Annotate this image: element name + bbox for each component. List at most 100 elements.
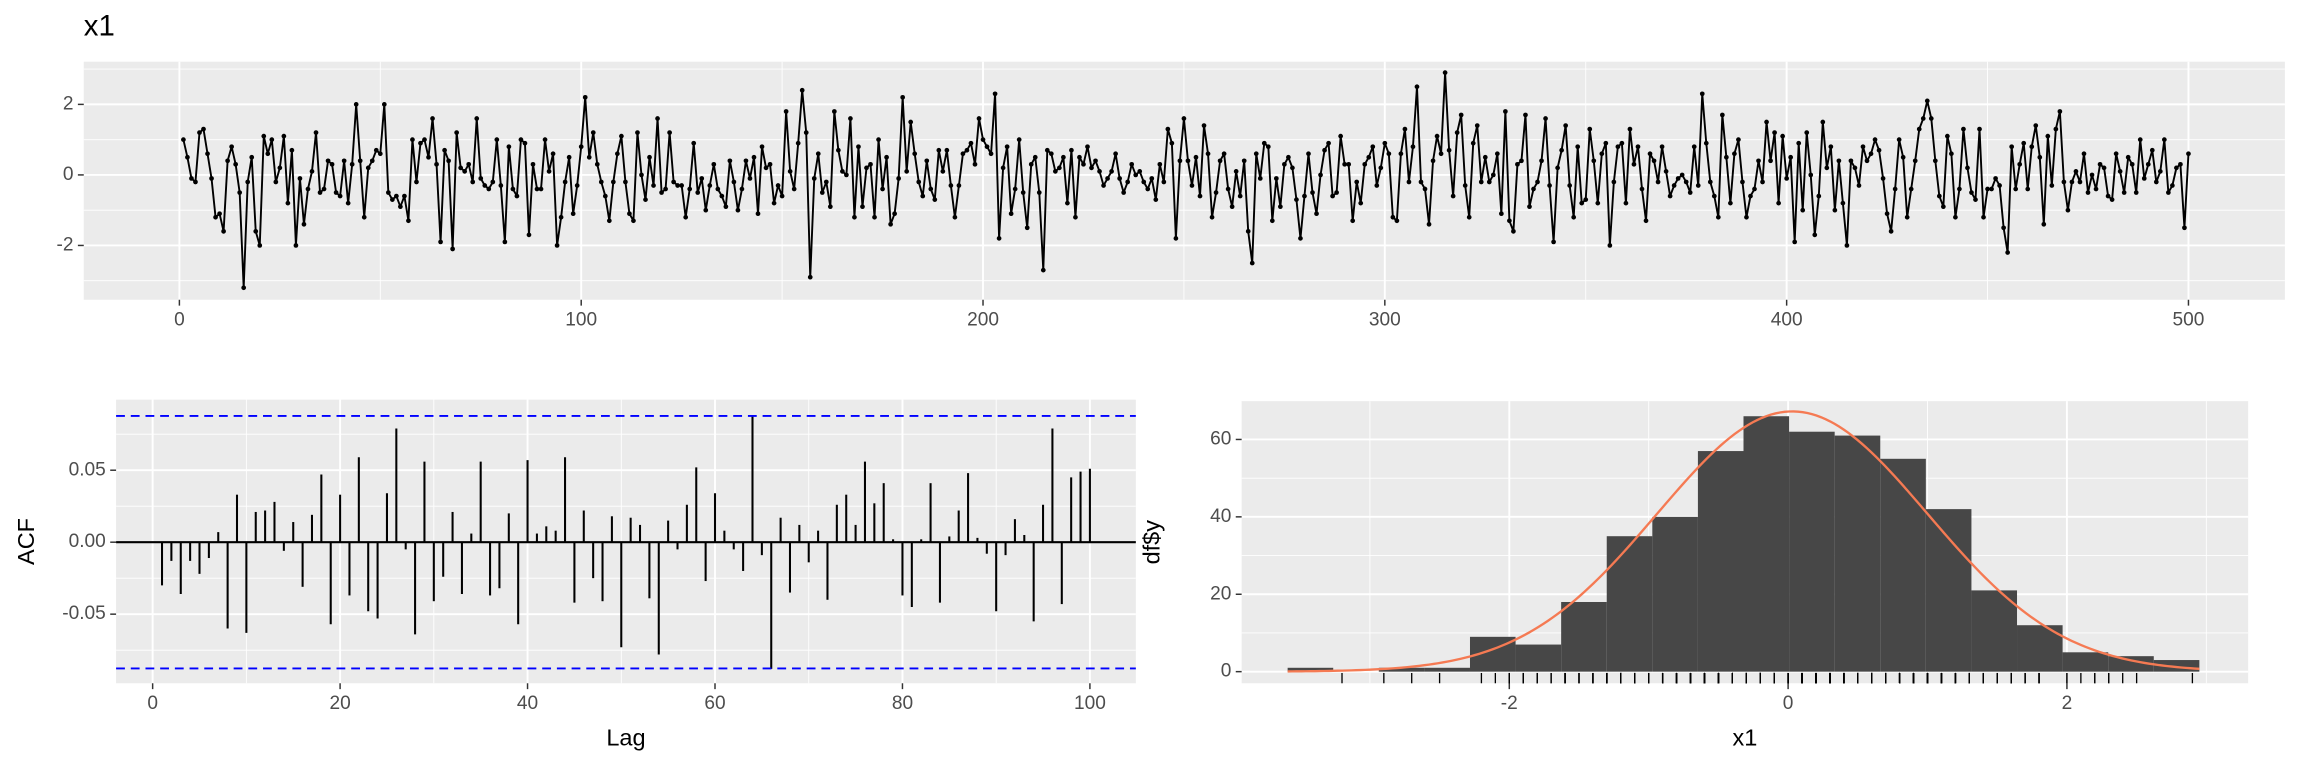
point [1687, 190, 1693, 195]
point [217, 211, 222, 217]
point [916, 179, 922, 185]
point [1462, 183, 1468, 188]
point [1884, 211, 1890, 217]
y-tick-label: 40 [1210, 506, 1231, 527]
point [2029, 144, 2035, 150]
point [546, 169, 552, 174]
point [402, 193, 407, 199]
point [1499, 211, 1504, 217]
point [2077, 179, 2083, 185]
point [1949, 151, 1954, 157]
point [876, 137, 881, 143]
point [1555, 165, 1560, 171]
point [1217, 158, 1223, 164]
histogram-bar [1743, 416, 1790, 672]
point [554, 243, 560, 248]
point [1141, 179, 1147, 185]
point [1800, 207, 1806, 213]
point [1888, 228, 1894, 234]
point [414, 179, 419, 185]
point [2021, 140, 2027, 146]
point [884, 154, 889, 160]
point [562, 179, 568, 185]
point [615, 151, 620, 157]
point [1044, 147, 1050, 153]
point [1539, 158, 1544, 164]
point [1032, 154, 1038, 160]
point [1486, 179, 1492, 185]
point [510, 186, 516, 192]
point [1278, 204, 1283, 210]
point [1900, 154, 1906, 160]
point [293, 243, 299, 248]
point [1969, 190, 1974, 195]
point [1599, 151, 1605, 157]
point [1760, 179, 1765, 185]
point [1048, 151, 1054, 157]
point [1474, 123, 1480, 128]
y-tick-label: -2 [56, 234, 73, 255]
point [237, 190, 243, 195]
point [418, 140, 423, 146]
point [735, 207, 741, 213]
point [1121, 190, 1127, 195]
point [1406, 179, 1412, 185]
point [687, 186, 693, 192]
point [2137, 137, 2143, 143]
point [639, 172, 644, 178]
point [1679, 172, 1685, 178]
point [823, 179, 829, 185]
y-tick-label: -0.05 [62, 603, 106, 624]
point [1856, 183, 1862, 188]
point [1016, 137, 1022, 143]
point [1294, 197, 1299, 202]
point [984, 144, 990, 150]
x-tick-label: 0 [147, 693, 158, 714]
point [201, 126, 206, 132]
point [2041, 221, 2047, 227]
point [711, 161, 717, 167]
point [353, 102, 359, 107]
point [341, 158, 347, 164]
point [1085, 144, 1090, 150]
point [844, 172, 849, 178]
point [1977, 126, 1982, 132]
point [1643, 218, 1649, 224]
chart-title: x1 [84, 10, 115, 43]
point [1237, 193, 1243, 199]
point [1077, 154, 1082, 160]
point [723, 204, 729, 210]
point [309, 169, 315, 174]
point [1165, 126, 1171, 132]
x-tick-label: -2 [1501, 693, 1518, 714]
point [1973, 197, 1978, 202]
histogram-bar [1971, 590, 2018, 672]
point [1945, 133, 1950, 139]
point [462, 169, 468, 174]
point [739, 186, 745, 192]
point [1627, 126, 1633, 132]
point [1820, 119, 1826, 125]
point [1523, 112, 1528, 118]
point [1410, 144, 1416, 150]
point [598, 179, 604, 185]
point [988, 151, 994, 157]
point [1503, 109, 1508, 114]
point [1981, 214, 1986, 220]
point [703, 207, 709, 213]
point [1896, 137, 1902, 143]
point [1916, 126, 1922, 132]
point [831, 109, 837, 114]
point [2005, 250, 2010, 255]
point [1245, 228, 1251, 234]
x-tick-label: 0 [1783, 693, 1794, 714]
point [968, 140, 974, 146]
point [2065, 207, 2071, 213]
point [1378, 165, 1384, 171]
histogram-bar [1789, 431, 1835, 672]
point [1932, 158, 1938, 164]
point [1181, 116, 1187, 121]
histogram-bar [1378, 667, 1425, 672]
point [715, 186, 721, 192]
point [1511, 228, 1516, 234]
